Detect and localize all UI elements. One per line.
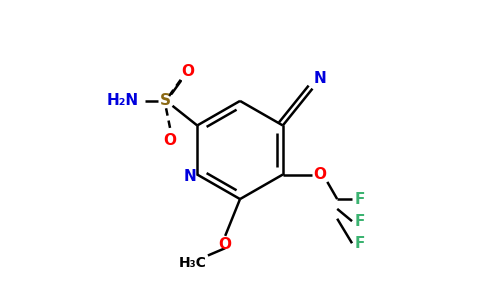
Text: N: N	[183, 169, 196, 184]
Text: O: O	[314, 167, 326, 182]
Text: O: O	[164, 133, 177, 148]
Text: O: O	[219, 237, 232, 252]
Text: H₂N: H₂N	[107, 93, 139, 108]
Text: F: F	[354, 236, 364, 251]
Text: S: S	[160, 93, 170, 108]
Text: F: F	[354, 214, 364, 229]
Text: F: F	[354, 192, 364, 207]
Text: N: N	[314, 71, 326, 86]
Text: H₃C: H₃C	[179, 256, 207, 270]
Text: O: O	[181, 64, 194, 79]
